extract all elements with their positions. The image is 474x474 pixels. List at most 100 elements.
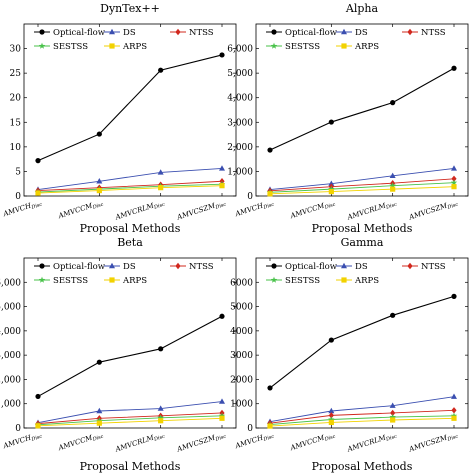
data-point-arps: [158, 185, 164, 191]
data-point-ntss: [390, 409, 396, 417]
legend: Optical-flow DS NTSS SESTSS ARPS: [266, 262, 446, 286]
legend-label-optical-flow: Optical-flow: [53, 28, 106, 38]
data-point-sestss: [389, 182, 396, 189]
data-point-arps: [96, 420, 102, 426]
legend-label-optical-flow: Optical-flow: [285, 262, 338, 272]
y-tick-label: 1,000: [0, 400, 21, 410]
series-line-ntss: [269, 409, 455, 424]
data-point-ntss: [451, 407, 457, 414]
data-point-arps: [35, 423, 41, 429]
legend: Optical-flow DS NTSS SESTSS ARPS: [34, 28, 214, 52]
legend-label-sestss: SESTSS: [53, 42, 88, 52]
y-tick-label: 5: [15, 167, 21, 177]
series-line-sestss: [269, 182, 455, 193]
y-tick-label: 0: [15, 192, 21, 202]
data-point-arps: [267, 423, 273, 429]
legend-marker-optical-flow: [39, 29, 45, 35]
series-line-ntss: [269, 178, 455, 192]
y-tick-label: 5,000: [227, 69, 253, 79]
legend-marker-ntss: [407, 28, 413, 36]
legend-marker-optical-flow: [271, 263, 277, 269]
data-point-arps: [328, 188, 334, 195]
y-tick-label: 6000: [230, 278, 253, 288]
series-line-sestss: [37, 415, 223, 426]
series-line-arps: [37, 417, 223, 427]
x-tick-label: AMVCRLMDisc: [114, 430, 166, 455]
legend-marker-arps: [109, 277, 115, 283]
legend-label-optical-flow: Optical-flow: [53, 262, 106, 272]
y-tick-label: 2000: [230, 375, 253, 385]
legend-marker-ntss: [175, 28, 181, 36]
legend-marker-ds: [109, 262, 115, 269]
x-tick-label: AMVCCMDisc: [289, 198, 337, 222]
data-point-ds: [389, 172, 396, 179]
series-line-ds: [269, 396, 455, 423]
data-point-ds: [451, 393, 457, 399]
legend-marker-sestss: [270, 42, 278, 49]
y-tick-label: 3,000: [0, 351, 21, 361]
data-point-optical-flow: [35, 158, 41, 164]
data-point-optical-flow: [451, 65, 457, 71]
plot-frame: [255, 23, 469, 197]
x-tick-label: AMVCHDisc: [233, 198, 275, 220]
data-point-ntss: [451, 175, 457, 182]
data-point-sestss: [96, 417, 103, 424]
chart-title: DynTex++: [100, 2, 160, 15]
data-point-optical-flow: [35, 393, 41, 400]
data-point-sestss: [450, 412, 458, 419]
series-line-optical-flow: [269, 67, 455, 151]
legend-label-ntss: NTSS: [189, 28, 214, 38]
x-tick-label: AMVCCMDisc: [57, 430, 105, 454]
y-tick-label: 2,000: [227, 143, 253, 153]
legend-marker-ds: [341, 28, 347, 35]
y-tick-label: 4,000: [227, 94, 253, 104]
legend-label-ds: DS: [355, 262, 368, 272]
x-tick-label: AMVCRLMDisc: [346, 198, 398, 223]
data-point-ds: [328, 407, 335, 414]
data-point-sestss: [218, 412, 226, 419]
y-tick-label: 10: [10, 143, 22, 153]
legend-marker-arps: [341, 43, 347, 49]
chart-0: DynTex++ 0 5 10 15 20 25 30 AMVCHDisc AMVCCMDisc A…: [1, 2, 237, 222]
legend-label-arps: ARPS: [354, 276, 379, 286]
data-point-arps: [219, 415, 225, 421]
data-point-sestss: [328, 185, 335, 192]
legend: Optical-flow DS NTSS SESTSS ARPS: [266, 28, 446, 52]
data-point-optical-flow: [328, 119, 334, 125]
y-tick-label: 4,000: [0, 327, 21, 337]
data-point-ds: [451, 165, 457, 171]
x-tick-label: AMVCHDisc: [233, 430, 275, 452]
legend-marker-ntss: [175, 262, 181, 270]
x-tick-label: AMVCCMDisc: [289, 430, 337, 454]
data-point-arps: [158, 418, 164, 424]
data-point-sestss: [450, 179, 458, 186]
y-tick-label: 25: [10, 69, 22, 79]
legend-marker-sestss: [38, 42, 46, 49]
chart-1: Alpha 0 1,000 2,000 3,000 4,000 5,000 6,000 AMVC…: [227, 2, 469, 223]
data-point-arps: [451, 184, 457, 190]
chart-title: Beta: [117, 236, 143, 249]
data-point-ds: [219, 165, 225, 171]
series-line-sestss: [269, 415, 455, 426]
chart-2: Beta 0 1,000 2,000 3,000 4,000 5,000 6,000 AMVCH…: [0, 236, 237, 455]
data-point-optical-flow: [267, 385, 273, 391]
legend-label-sestss: SESTSS: [285, 42, 320, 52]
data-point-ds: [328, 180, 335, 186]
y-tick-label: 5,000: [0, 303, 21, 313]
y-tick-label: 20: [10, 94, 22, 104]
y-tick-label: 0: [247, 192, 253, 202]
chart-title: Gamma: [341, 236, 384, 249]
data-point-ds: [157, 169, 164, 175]
series-line-ds: [269, 168, 455, 191]
legend-marker-ds: [109, 28, 115, 35]
legend-label-arps: ARPS: [122, 276, 147, 286]
legend-label-arps: ARPS: [122, 42, 147, 52]
legend-marker-arps: [341, 277, 347, 283]
chart-title: Alpha: [345, 2, 379, 15]
x-tick-label: AMVCCMDisc: [57, 198, 105, 222]
x-tick-label: AMVCSZMDisc: [175, 430, 227, 455]
data-point-optical-flow: [96, 131, 102, 137]
data-point-optical-flow: [158, 346, 164, 352]
x-tick-label: AMVCRLMDisc: [346, 430, 398, 455]
